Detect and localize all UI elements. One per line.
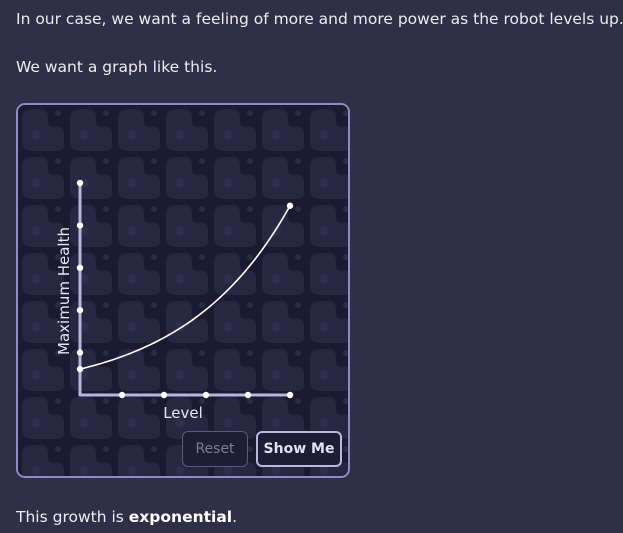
- growth-prefix: This growth is: [16, 508, 129, 526]
- growth-term: exponential: [128, 508, 233, 526]
- curve-start-point: [76, 365, 84, 373]
- graph-widget: Level Maximum Health Reset Show Me: [16, 103, 350, 478]
- y-axis-end-tick: [76, 179, 84, 187]
- pattern-background: [18, 105, 348, 476]
- y-axis-tick: [76, 307, 84, 314]
- exponential-graph: Level Maximum Health: [55, 179, 294, 422]
- x-axis-label: Level: [163, 404, 203, 422]
- reset-button[interactable]: Reset: [182, 431, 248, 467]
- y-axis-tick: [76, 349, 84, 356]
- health-curve: [79, 205, 291, 370]
- growth-suffix: .: [232, 508, 238, 526]
- y-axis-tick: [76, 264, 84, 271]
- growth-paragraph: This growth is exponential.: [16, 507, 237, 527]
- y-axis-label: Maximum Health: [55, 227, 73, 355]
- show-me-button[interactable]: Show Me: [256, 431, 342, 467]
- x-axis-tick: [202, 391, 210, 399]
- graph-lead-paragraph: We want a graph like this.: [16, 58, 218, 76]
- x-axis-tick: [160, 391, 168, 399]
- y-axis-tick: [76, 222, 84, 229]
- intro-paragraph: In our case, we want a feeling of more a…: [16, 10, 623, 28]
- curve-end-point: [286, 202, 294, 209]
- x-axis-tick: [244, 391, 252, 399]
- x-axis-tick: [118, 391, 126, 399]
- x-axis-tick: [286, 391, 294, 399]
